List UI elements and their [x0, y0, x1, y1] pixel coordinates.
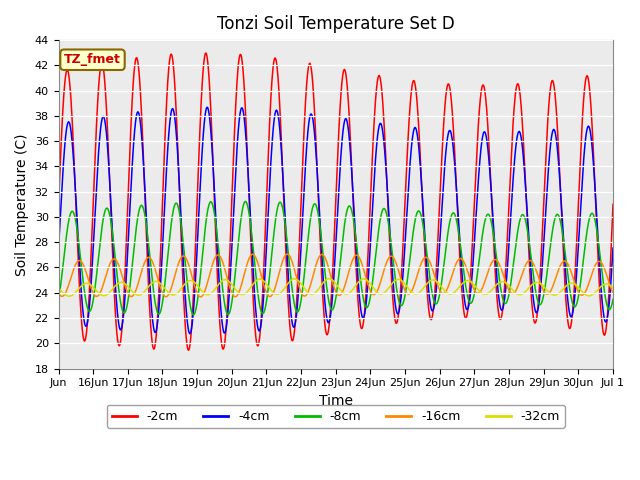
-32cm [325, 276, 333, 282]
-4cm [609, 245, 617, 251]
-32cm [288, 277, 296, 283]
-32cm [54, 285, 62, 291]
Title: Tonzi Soil Temperature Set D: Tonzi Soil Temperature Set D [217, 15, 454, 33]
-16cm [284, 251, 291, 257]
-32cm [458, 281, 465, 287]
-8cm [609, 297, 617, 302]
-16cm [197, 294, 205, 300]
-32cm [318, 281, 326, 287]
-4cm [564, 305, 572, 311]
-2cm [564, 323, 572, 329]
-8cm [458, 252, 465, 258]
Legend: -2cm, -4cm, -8cm, -16cm, -32cm: -2cm, -4cm, -8cm, -16cm, -32cm [107, 405, 565, 428]
Line: -2cm: -2cm [58, 53, 613, 350]
Y-axis label: Soil Temperature (C): Soil Temperature (C) [15, 133, 29, 276]
-8cm [564, 279, 572, 285]
-32cm [609, 285, 617, 291]
-2cm [288, 337, 296, 343]
-4cm [593, 205, 600, 211]
-2cm [202, 50, 210, 56]
-16cm [319, 252, 326, 257]
-16cm [564, 263, 572, 268]
-2cm [609, 202, 617, 207]
-8cm [241, 199, 249, 204]
-16cm [54, 290, 62, 296]
-16cm [593, 261, 600, 266]
-8cm [593, 224, 600, 229]
-2cm [458, 284, 465, 290]
-2cm [184, 348, 192, 353]
-32cm [564, 281, 572, 287]
-8cm [189, 312, 197, 318]
-16cm [458, 256, 465, 262]
Line: -32cm: -32cm [58, 279, 613, 296]
-8cm [292, 308, 300, 313]
-2cm [292, 307, 300, 312]
-4cm [288, 317, 296, 323]
-4cm [186, 331, 194, 336]
-8cm [319, 243, 326, 249]
-16cm [288, 258, 296, 264]
-2cm [54, 202, 62, 207]
-4cm [204, 104, 211, 110]
Line: -8cm: -8cm [58, 202, 613, 315]
-2cm [319, 284, 326, 289]
Text: TZ_fmet: TZ_fmet [64, 53, 121, 66]
-8cm [54, 297, 62, 302]
-8cm [288, 283, 296, 289]
-32cm [292, 276, 300, 282]
-32cm [593, 288, 600, 294]
-4cm [319, 261, 326, 267]
-4cm [54, 245, 62, 251]
Line: -4cm: -4cm [58, 107, 613, 334]
-32cm [65, 293, 73, 299]
Line: -16cm: -16cm [58, 254, 613, 297]
-4cm [292, 314, 300, 320]
-4cm [458, 266, 465, 272]
-16cm [609, 290, 617, 296]
X-axis label: Time: Time [319, 394, 353, 408]
-16cm [292, 273, 300, 279]
-2cm [593, 214, 600, 220]
